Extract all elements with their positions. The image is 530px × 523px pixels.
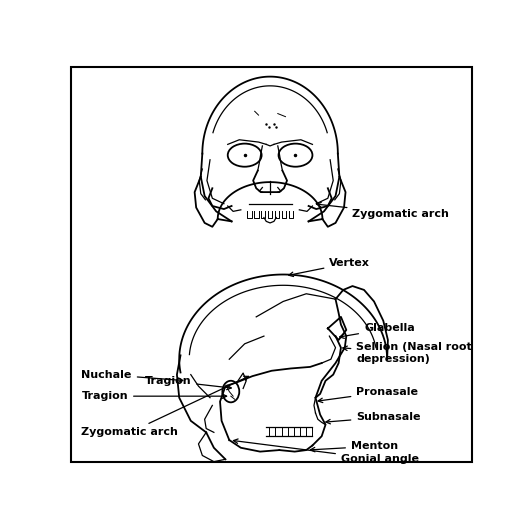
Text: Zygomatic arch: Zygomatic arch (82, 376, 249, 437)
Text: Sellion (Nasal root
depression): Sellion (Nasal root depression) (343, 342, 472, 364)
Text: Zygomatic arch: Zygomatic arch (316, 202, 449, 219)
Text: Pronasale: Pronasale (318, 386, 418, 403)
Text: Tragion: Tragion (82, 391, 227, 401)
Text: Glabella: Glabella (340, 323, 415, 338)
Text: Gonial angle: Gonial angle (233, 439, 419, 464)
Text: Tragion: Tragion (145, 376, 231, 390)
Text: Vertex: Vertex (289, 258, 370, 277)
Text: Nuchale: Nuchale (82, 370, 183, 382)
Text: Menton: Menton (311, 441, 398, 452)
Text: Subnasale: Subnasale (326, 412, 421, 424)
